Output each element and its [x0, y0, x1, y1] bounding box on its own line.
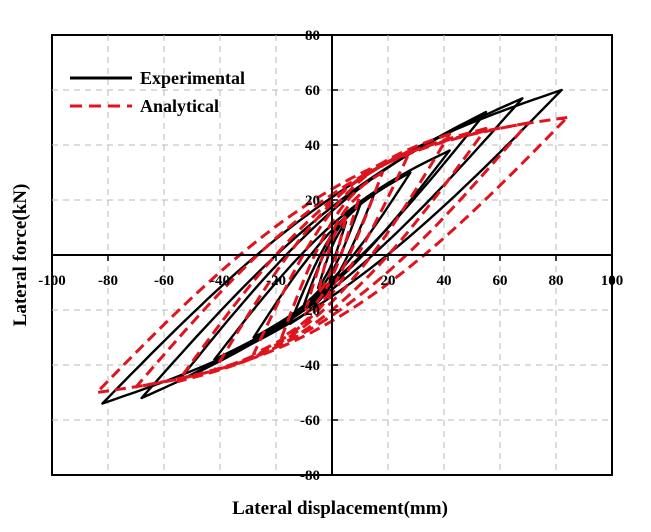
legend: Experimental Analytical [70, 68, 245, 116]
y-tick-label: -80 [300, 468, 320, 484]
x-tick-label: 80 [549, 273, 564, 289]
x-axis-title: Lateral displacement(mm) [232, 498, 448, 519]
hysteresis-curves [95, 88, 569, 405]
analytical-loop-6 [176, 127, 488, 383]
y-tick-label: -40 [300, 358, 320, 374]
x-tick-label: 60 [493, 273, 508, 289]
analytical-loop-2 [302, 193, 362, 317]
analytical-loop-8 [95, 116, 569, 394]
y-tick-label: 40 [305, 138, 320, 154]
tick-labels: -100 -80 -60 -40 -20 0 20 40 60 80 100 -80 -60 -40 -20… [38, 28, 623, 484]
x-tick-label: -40 [210, 273, 230, 289]
x-tick-label: -20 [266, 273, 286, 289]
x-tick-label: 20 [381, 273, 396, 289]
x-tick-label: 100 [601, 273, 624, 289]
y-tick-label: 20 [305, 193, 320, 209]
series-analytical [95, 116, 569, 394]
analytical-loop-3 [280, 171, 384, 339]
legend-label-analytical: Analytical [140, 96, 219, 116]
y-tick-label: 80 [305, 28, 320, 44]
x-tick-label: -60 [154, 273, 174, 289]
x-tick-label: -100 [38, 273, 66, 289]
x-tick-label: 40 [437, 273, 452, 289]
y-tick-label: 60 [305, 83, 320, 99]
x-tick-label: 0 [328, 273, 336, 289]
y-axis-title: Lateral force(kN) [10, 184, 31, 327]
experimental-loop-7 [140, 97, 524, 400]
legend-label-experimental: Experimental [140, 68, 245, 88]
y-tick-label: -20 [300, 303, 320, 319]
y-tick-label: -60 [300, 413, 320, 429]
x-tick-label: -80 [98, 273, 118, 289]
